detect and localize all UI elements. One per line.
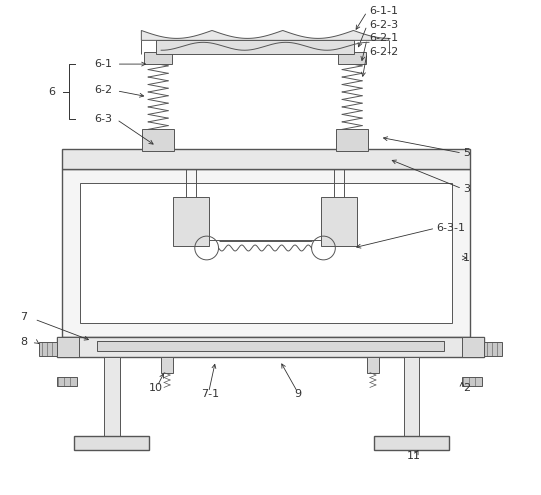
Bar <box>74 436 149 449</box>
Bar <box>39 342 57 356</box>
Bar <box>80 183 452 323</box>
Text: 6-1: 6-1 <box>94 59 112 69</box>
Bar <box>321 197 357 246</box>
Bar <box>142 129 174 151</box>
Bar <box>367 357 379 373</box>
Bar <box>173 197 209 246</box>
Bar <box>374 436 449 449</box>
Text: 5: 5 <box>463 148 470 158</box>
Text: 6-2-3: 6-2-3 <box>369 19 398 30</box>
Text: 6: 6 <box>48 87 55 97</box>
Text: 6-2-1: 6-2-1 <box>369 33 398 44</box>
Bar <box>462 337 484 357</box>
Bar <box>338 52 366 64</box>
Text: 6-3: 6-3 <box>94 114 112 124</box>
Text: 6-3-1: 6-3-1 <box>436 223 465 233</box>
Bar <box>484 342 502 356</box>
Text: 1: 1 <box>463 253 470 263</box>
Text: 10: 10 <box>149 384 163 394</box>
Text: 6-1-1: 6-1-1 <box>369 5 398 16</box>
Bar <box>462 377 482 387</box>
Text: 7-1: 7-1 <box>201 390 219 399</box>
Text: 8: 8 <box>21 337 28 347</box>
Text: 6-2-2: 6-2-2 <box>369 47 398 57</box>
Bar <box>144 52 172 64</box>
Bar <box>57 337 79 357</box>
Text: 9: 9 <box>295 390 302 399</box>
Bar <box>104 357 120 436</box>
Bar <box>161 357 173 373</box>
Bar <box>62 149 470 169</box>
Bar <box>97 341 444 351</box>
Text: 11: 11 <box>407 450 420 461</box>
Text: 7: 7 <box>21 312 28 322</box>
Text: 2: 2 <box>463 384 470 394</box>
Bar <box>337 129 368 151</box>
Bar <box>57 337 484 357</box>
Bar <box>57 377 77 387</box>
Bar <box>62 169 470 337</box>
Bar <box>156 41 354 54</box>
Polygon shape <box>141 31 389 41</box>
Text: 3: 3 <box>463 184 470 194</box>
Bar <box>404 357 419 436</box>
Text: 6-2: 6-2 <box>94 85 112 95</box>
